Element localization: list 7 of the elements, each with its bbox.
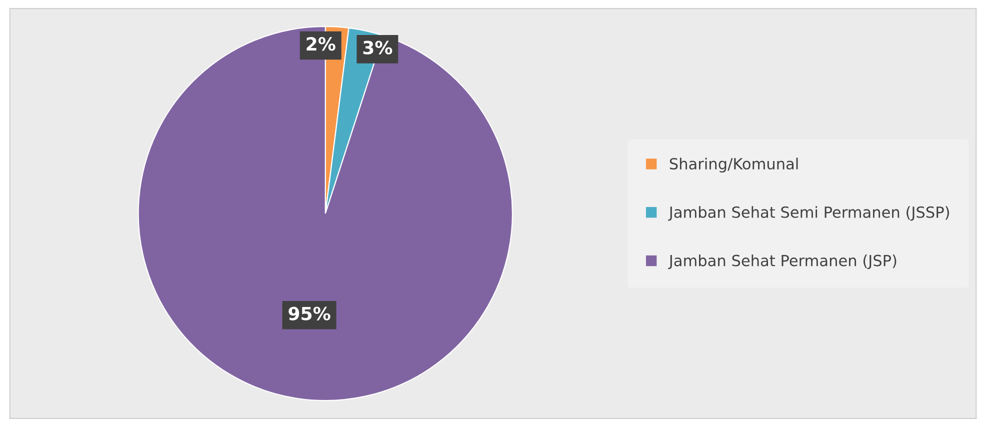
data-label: 3% xyxy=(363,40,392,54)
legend-label: Jamban Sehat Semi Permanen (JSSP) xyxy=(668,206,949,221)
legend-label: Jamban Sehat Permanen (JSP) xyxy=(668,254,896,270)
data-label: 95% xyxy=(288,306,330,320)
pie-slice xyxy=(138,26,513,402)
legend-label: Sharing/Komunal xyxy=(670,158,798,172)
data-label: 2% xyxy=(306,37,336,51)
